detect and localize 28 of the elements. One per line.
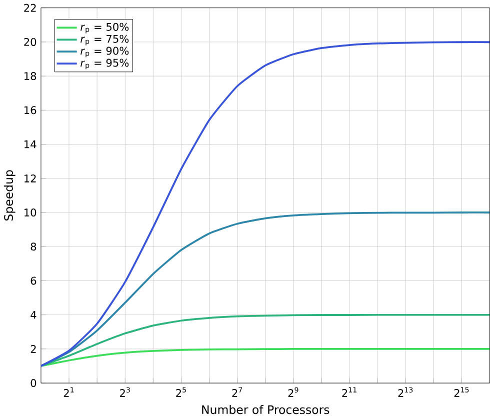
x-tick-label: 2$^{13}$ bbox=[398, 387, 413, 397]
line-series bbox=[40, 348, 490, 367]
y-tick-label: 18 bbox=[24, 72, 36, 80]
y-axis-title: Speedup bbox=[4, 170, 16, 221]
y-tick-label: 22 bbox=[24, 4, 36, 12]
legend-label: r$_{p}$ = 75% bbox=[80, 34, 129, 46]
x-tick-label: 2$^{11}$ bbox=[342, 387, 356, 397]
y-tick-label: 16 bbox=[24, 106, 36, 114]
y-tick-label: 14 bbox=[24, 140, 36, 148]
x-axis-title: Number of Processors bbox=[202, 404, 330, 414]
y-tick-label: 0 bbox=[30, 379, 36, 388]
x-tick-label: 2$^{15}$ bbox=[454, 387, 469, 397]
y-tick-label: 6 bbox=[30, 276, 36, 285]
y-tick-label: 12 bbox=[24, 174, 36, 182]
y-tick-label: 2 bbox=[30, 345, 36, 353]
x-tick-label: 2$^{9}$ bbox=[288, 387, 298, 397]
legend-label: r$_{p}$ = 50% bbox=[80, 22, 129, 34]
y-tick-label: 10 bbox=[24, 208, 36, 216]
y-tick-label: 4 bbox=[30, 310, 36, 319]
y-tick-label: 20 bbox=[24, 38, 36, 46]
x-tick-label: 2$^{7}$ bbox=[232, 387, 242, 397]
x-tick-label: 2$^{5}$ bbox=[176, 387, 186, 397]
legend-label: r$_{p}$ = 90% bbox=[80, 46, 129, 58]
x-tick-label: 2$^{1}$ bbox=[64, 387, 74, 397]
line-series bbox=[40, 314, 490, 367]
y-tick-label: 8 bbox=[30, 242, 36, 251]
legend-label: r$_{p}$ = 95% bbox=[80, 58, 129, 70]
x-tick-label: 2$^{3}$ bbox=[120, 387, 130, 397]
